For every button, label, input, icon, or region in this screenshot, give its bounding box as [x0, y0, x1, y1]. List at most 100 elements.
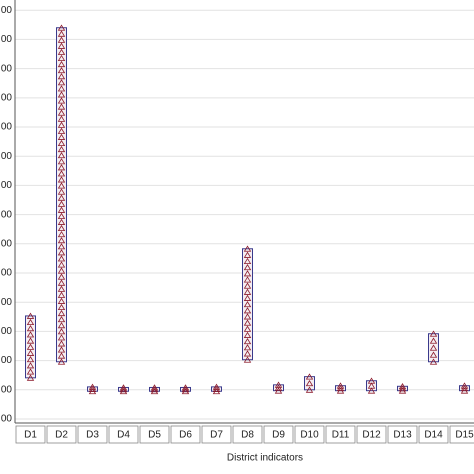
x-tick-box	[108, 425, 139, 444]
point-marker	[57, 85, 66, 92]
point-marker	[26, 331, 35, 338]
point-marker	[57, 121, 66, 128]
point-marker	[243, 325, 252, 332]
y-tick-label: 00	[1, 151, 13, 162]
point-marker	[57, 322, 66, 329]
x-tick-label: D12	[362, 430, 381, 441]
point-marker	[243, 270, 252, 277]
point-marker	[243, 337, 252, 345]
point-marker	[26, 343, 35, 350]
point-marker	[243, 251, 252, 258]
point-marker	[57, 152, 66, 159]
x-tick-label: D1	[24, 430, 37, 441]
point-marker	[57, 182, 66, 189]
range-box	[304, 376, 315, 391]
point-marker	[243, 300, 252, 308]
range-box	[366, 380, 377, 392]
point-marker	[57, 133, 66, 140]
point-marker	[57, 127, 66, 134]
x-axis-label: District indicators	[227, 453, 303, 464]
point-marker	[26, 312, 35, 319]
point-marker	[57, 139, 66, 147]
x-tick-box	[77, 425, 108, 444]
point-marker	[57, 224, 66, 232]
point-marker	[57, 103, 66, 110]
point-marker	[274, 387, 283, 394]
y-tick-label: 00	[1, 326, 13, 337]
point-marker	[212, 387, 221, 395]
point-marker	[57, 176, 66, 183]
point-marker	[57, 237, 66, 244]
point-marker	[57, 42, 66, 49]
y-tick-label: 00	[1, 238, 13, 249]
x-tick-box	[356, 425, 387, 444]
point-marker	[57, 243, 66, 250]
x-tick-label: D4	[117, 430, 130, 441]
x-tick-box	[232, 425, 263, 444]
point-marker	[243, 313, 252, 320]
point-marker	[305, 386, 314, 393]
y-tick-label: 00	[1, 414, 13, 425]
point-marker	[26, 318, 35, 326]
point-marker	[57, 297, 66, 304]
point-marker	[119, 384, 128, 391]
point-marker	[57, 334, 66, 341]
point-marker	[212, 385, 221, 392]
point-marker	[57, 218, 66, 225]
x-tick-box	[170, 425, 201, 444]
point-marker	[57, 352, 66, 359]
point-marker	[57, 97, 66, 104]
x-tick-box	[325, 425, 356, 444]
point-marker	[57, 291, 66, 298]
point-marker	[243, 257, 252, 264]
range-box	[428, 333, 439, 363]
point-marker	[57, 200, 66, 207]
point-marker	[57, 188, 66, 195]
point-marker	[243, 263, 252, 271]
x-tick-box	[263, 425, 294, 444]
x-tick-box	[449, 425, 474, 444]
point-marker	[57, 303, 66, 311]
y-tick-label: 00	[1, 122, 13, 133]
point-marker	[57, 249, 66, 256]
point-marker	[305, 379, 314, 387]
x-tick-label: D9	[272, 430, 285, 441]
point-marker	[26, 374, 35, 381]
point-marker	[57, 340, 66, 347]
point-marker	[429, 330, 438, 337]
range-box	[242, 248, 253, 361]
point-marker	[88, 385, 97, 392]
point-marker	[460, 387, 469, 394]
point-marker	[181, 387, 190, 395]
y-tick-label: 00	[1, 209, 13, 220]
point-marker	[57, 346, 66, 353]
point-marker	[150, 384, 159, 391]
point-marker	[243, 282, 252, 289]
point-marker	[57, 315, 66, 323]
point-marker	[429, 344, 438, 351]
point-marker	[26, 349, 35, 356]
x-tick-box	[201, 425, 232, 444]
point-marker	[243, 356, 252, 363]
point-marker	[57, 24, 66, 31]
point-marker	[57, 273, 66, 280]
point-marker	[57, 73, 66, 80]
point-marker	[57, 206, 66, 213]
point-marker	[57, 115, 66, 122]
point-marker	[243, 294, 252, 301]
point-marker	[181, 384, 190, 391]
point-marker	[398, 385, 407, 392]
x-tick-label: D15	[455, 430, 474, 441]
y-tick-label: 00	[1, 63, 13, 74]
y-tick-label: 00	[1, 5, 13, 16]
x-tick-box	[139, 425, 170, 444]
point-marker	[181, 386, 190, 393]
point-marker	[57, 54, 66, 62]
y-tick-label: 00	[1, 297, 13, 308]
point-marker	[274, 381, 283, 388]
point-marker	[26, 325, 35, 332]
point-marker	[243, 307, 252, 314]
point-marker	[119, 387, 128, 395]
y-tick-label: 00	[1, 384, 13, 395]
